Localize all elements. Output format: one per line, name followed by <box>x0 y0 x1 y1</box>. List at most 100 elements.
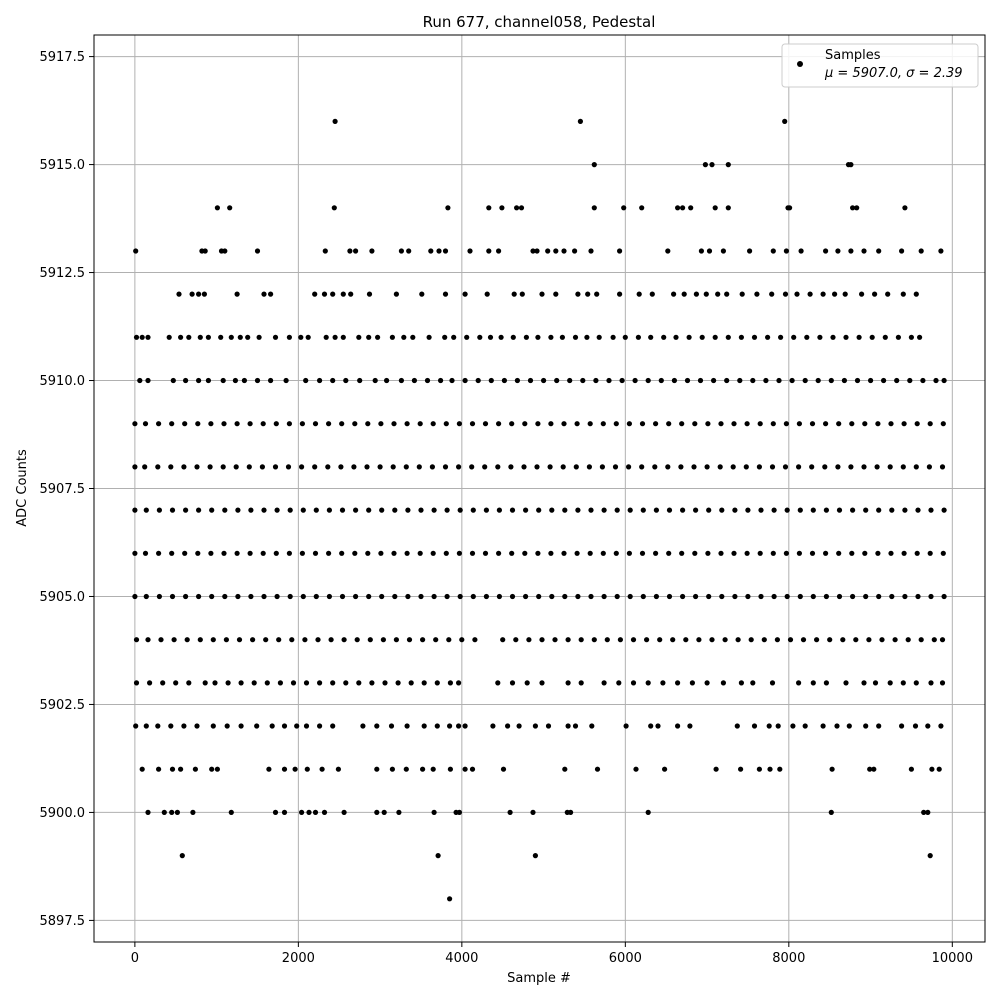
data-point <box>341 809 347 816</box>
data-point <box>941 507 947 513</box>
data-point <box>186 334 192 340</box>
data-point <box>236 637 243 643</box>
data-point <box>648 334 654 340</box>
data-point <box>169 550 175 556</box>
data-point <box>389 766 395 772</box>
data-point <box>132 464 138 470</box>
data-point <box>914 421 920 427</box>
data-point <box>378 550 384 556</box>
data-point <box>273 550 279 556</box>
data-point <box>823 680 830 686</box>
data-point <box>936 766 942 772</box>
data-point <box>294 723 300 729</box>
data-point <box>456 723 462 729</box>
data-point <box>724 377 730 384</box>
data-point <box>261 593 267 600</box>
data-point <box>835 464 841 470</box>
data-point <box>210 637 216 643</box>
data-point <box>404 723 410 729</box>
data-point <box>783 550 790 556</box>
data-point <box>456 680 462 686</box>
data-point <box>139 766 145 772</box>
data-point <box>281 809 288 816</box>
data-point <box>712 334 718 340</box>
data-point <box>575 593 581 600</box>
data-point <box>850 205 856 211</box>
data-point <box>429 464 435 470</box>
data-point <box>442 248 449 254</box>
data-point <box>178 766 184 772</box>
data-point <box>435 853 441 859</box>
data-point <box>610 334 616 340</box>
data-point <box>457 593 463 600</box>
data-point <box>702 162 709 168</box>
data-point <box>754 291 760 297</box>
data-point <box>379 593 385 600</box>
data-point <box>771 507 777 513</box>
data-point <box>241 377 247 384</box>
data-point <box>796 421 803 427</box>
data-point <box>639 205 645 211</box>
data-point <box>147 680 153 686</box>
data-point <box>585 291 591 297</box>
data-point <box>169 421 175 427</box>
data-point <box>815 377 821 384</box>
data-point <box>809 464 815 470</box>
data-point <box>715 291 721 297</box>
data-point <box>254 377 261 384</box>
data-point <box>195 421 201 427</box>
data-point <box>778 334 784 340</box>
chart-title: Run 677, channel058, Pedestal <box>423 13 656 31</box>
data-point <box>580 377 586 384</box>
data-point <box>207 464 213 470</box>
data-point <box>139 334 145 340</box>
data-point <box>351 464 357 470</box>
data-point <box>635 334 642 340</box>
data-point <box>343 680 349 686</box>
data-point <box>680 205 686 211</box>
data-point <box>232 377 238 384</box>
data-point <box>829 766 835 772</box>
data-point <box>675 680 681 686</box>
data-point <box>534 464 540 470</box>
data-point <box>433 637 439 643</box>
data-point <box>895 334 902 340</box>
data-point <box>913 291 919 297</box>
data-point <box>523 593 529 600</box>
data-point <box>535 550 541 556</box>
data-point <box>732 507 738 513</box>
data-point <box>856 334 862 340</box>
data-point <box>532 853 539 859</box>
data-point <box>927 550 933 556</box>
data-point <box>875 421 881 427</box>
data-point <box>621 205 627 211</box>
data-point <box>391 421 397 427</box>
data-point <box>731 550 737 556</box>
data-point <box>622 334 628 340</box>
data-point <box>565 637 571 643</box>
data-point <box>509 421 515 427</box>
data-point <box>639 550 646 556</box>
data-point <box>509 507 516 513</box>
data-point <box>653 593 660 600</box>
data-point <box>181 464 187 470</box>
data-point <box>158 637 164 643</box>
data-point <box>326 507 332 513</box>
data-point <box>536 507 542 513</box>
data-point <box>379 507 385 513</box>
data-point <box>767 766 773 772</box>
data-point <box>666 421 672 427</box>
data-point <box>403 464 409 470</box>
data-point <box>617 637 624 643</box>
data-point <box>588 507 594 513</box>
data-point <box>888 550 894 556</box>
data-point <box>928 507 934 513</box>
data-point <box>330 680 336 686</box>
data-point <box>835 248 841 254</box>
data-point <box>487 334 494 340</box>
data-point <box>769 464 776 470</box>
data-point <box>434 723 440 729</box>
data-point <box>915 593 921 600</box>
data-point <box>751 334 758 340</box>
data-point <box>322 248 328 254</box>
